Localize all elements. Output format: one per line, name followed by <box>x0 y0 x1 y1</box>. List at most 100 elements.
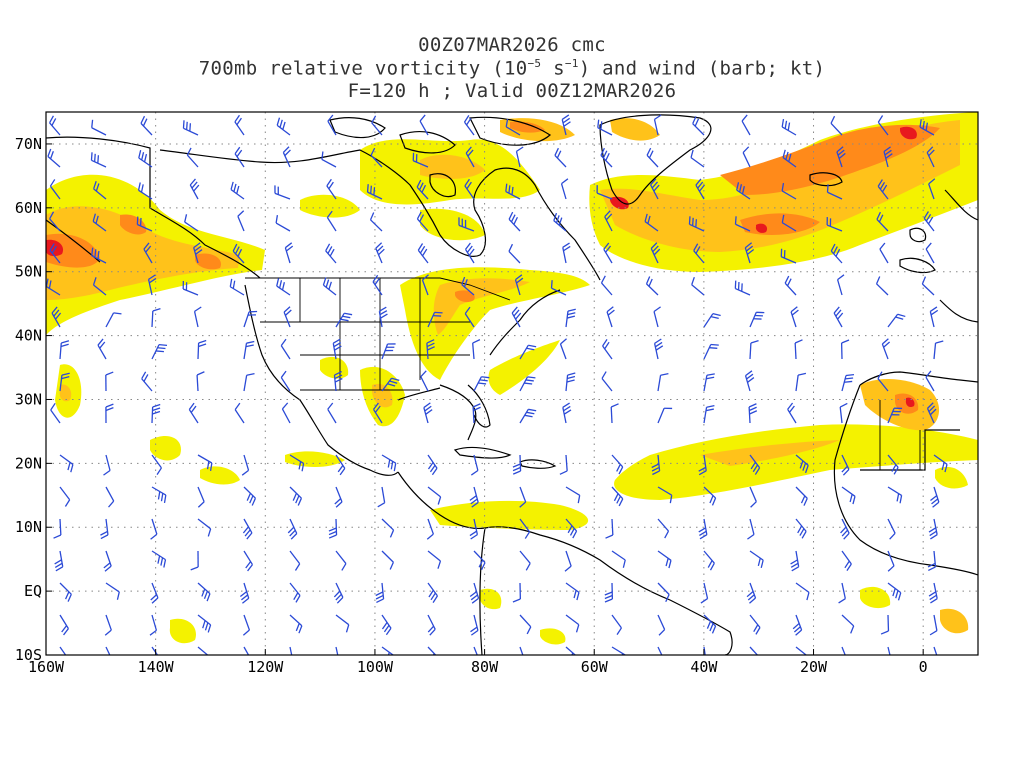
wind-barb-icon <box>559 338 567 360</box>
wind-barb-icon <box>736 182 751 200</box>
wind-barb-icon <box>51 306 62 328</box>
wind-barb-icon <box>611 454 624 475</box>
lat-tick-label: EQ <box>24 582 42 600</box>
wind-barb-icon <box>887 454 899 475</box>
wind-barb-icon <box>105 486 115 508</box>
wind-barb-icon <box>841 373 855 392</box>
wind-barb-icon <box>749 454 761 475</box>
wind-barb-icon <box>150 518 158 540</box>
wind-barb-icon <box>90 152 107 168</box>
wind-barb-icon <box>876 211 889 232</box>
wind-barb-icon <box>197 582 211 602</box>
wind-barb-icon <box>151 454 162 475</box>
wind-barb-icon <box>59 646 67 655</box>
wind-barb-icon <box>372 274 383 296</box>
wind-barb-icon <box>326 210 337 232</box>
wind-barb-icon <box>926 146 935 168</box>
wind-barb-icon <box>795 372 807 392</box>
wind-barb-icon <box>919 119 935 136</box>
wind-barb-icon <box>53 518 62 539</box>
wind-barb-icon <box>93 181 107 200</box>
wind-barb-icon <box>561 114 571 136</box>
wind-barb-icon <box>703 614 717 634</box>
wind-barb-icon <box>597 119 613 136</box>
wind-barb-icon <box>427 614 436 636</box>
wind-barb-icon <box>512 454 522 475</box>
wind-barb-icon <box>877 371 889 392</box>
wind-barb-icon <box>242 614 251 636</box>
wind-barb-icon <box>928 178 936 200</box>
wind-barb-icon <box>151 307 161 328</box>
wind-barb-icon <box>469 518 479 540</box>
wind-barb-icon <box>603 242 613 264</box>
political-borders <box>149 148 921 470</box>
wind-barb-icon <box>698 454 707 476</box>
lon-tick-label: 160W <box>28 658 65 676</box>
wind-barb-icon <box>381 377 400 392</box>
wind-barb-icon <box>644 213 659 232</box>
wind-barb-icon <box>921 276 935 296</box>
wind-barb-icon <box>189 178 200 200</box>
wind-barb-icon <box>703 404 715 424</box>
wind-barb-icon <box>284 242 294 264</box>
wind-barb-icon <box>381 614 392 636</box>
wind-barb-icon <box>744 242 755 264</box>
wind-barb-icon <box>103 454 111 476</box>
lon-tick-label: 80W <box>471 658 499 676</box>
wind-barb-icon <box>197 518 212 537</box>
wind-barb-icon <box>657 582 670 603</box>
wind-barb-icon <box>880 614 890 635</box>
wind-barb-icon <box>190 550 199 571</box>
wind-barb-icon <box>426 518 434 540</box>
wind-barb-icon <box>150 582 159 604</box>
wind-barb-icon <box>239 582 250 604</box>
wind-barb-icon <box>193 242 203 264</box>
wind-barb-icon <box>784 275 797 296</box>
wind-barb-icon <box>605 518 614 539</box>
map-title-run: 00Z07MAR2026 cmc <box>418 34 606 56</box>
wind-barb-icon <box>795 582 810 601</box>
wind-barb-icon <box>657 550 672 569</box>
wind-barb-icon <box>505 183 521 200</box>
wind-barb-icon <box>782 149 797 168</box>
wind-barb-icon <box>243 486 257 506</box>
wind-barb-icon <box>596 185 613 200</box>
wind-barb-icon <box>519 518 531 539</box>
wind-barb-icon <box>519 376 536 392</box>
wind-barb-icon <box>565 614 580 633</box>
wind-barb-icon <box>565 372 576 392</box>
wind-barb-icon <box>650 242 661 264</box>
wind-barb-icon <box>741 114 751 136</box>
wind-barb-icon <box>565 582 580 601</box>
wind-barb-icon <box>604 210 613 232</box>
wind-barb-icon <box>841 486 856 505</box>
wind-barb-icon <box>747 518 755 540</box>
wind-barb-icon <box>197 454 213 472</box>
wind-barb-icon <box>928 582 938 604</box>
wind-barb-icon <box>276 117 291 136</box>
wind-barb-icon <box>657 614 666 636</box>
wind-barb-icon <box>749 614 761 635</box>
wind-barb-icon <box>105 371 114 392</box>
wind-barb-icon <box>241 454 250 476</box>
wind-barb-icon <box>795 486 808 506</box>
wind-barb-icon <box>562 402 572 424</box>
wind-barb-icon <box>49 243 61 264</box>
wind-barb-icon <box>840 518 850 540</box>
wind-barb-icon <box>781 182 797 200</box>
wind-barb-icon <box>749 550 764 569</box>
wind-barb-icon <box>371 115 383 136</box>
lat-tick-label: 20N <box>15 454 42 472</box>
wind-barb-icon <box>243 550 253 572</box>
wind-barb-icon <box>419 114 429 136</box>
wind-barb-icon <box>92 213 107 232</box>
wind-barb-icon <box>515 146 524 168</box>
wind-barb-icon <box>287 518 298 540</box>
lon-tick-label: 140W <box>138 658 175 676</box>
lon-tick-label: 20W <box>800 658 828 676</box>
wind-barb-icon <box>50 402 61 424</box>
wind-barb-icon <box>790 550 800 572</box>
wind-barb-icon <box>657 646 663 655</box>
wind-barb-icon <box>92 277 107 296</box>
